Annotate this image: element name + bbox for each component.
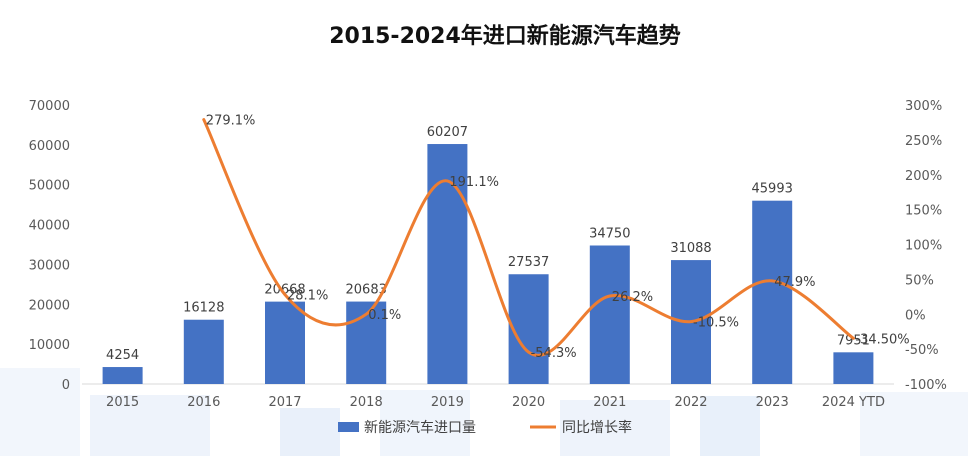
- left-axis-tick-label: 70000: [29, 99, 70, 114]
- right-axis-tick-label: 250%: [905, 134, 942, 149]
- legend: 新能源汽车进口量 同比增长率: [338, 419, 632, 436]
- right-axis-tick-label: 0%: [905, 308, 926, 323]
- legend-label-line: 同比增长率: [562, 419, 632, 436]
- line-data-label: -54.3%: [531, 346, 577, 361]
- left-axis-tick-label: 60000: [29, 139, 70, 154]
- bar: [508, 274, 549, 384]
- growth-rate-line: [202, 118, 855, 357]
- right-axis-ticks: -100% -50% 0% 50% 100% 150% 200% 250% 300%: [905, 99, 947, 393]
- line-data-label: 26.2%: [612, 290, 653, 305]
- bar-data-label: 60207: [427, 125, 468, 140]
- x-axis-tick-label: 2020: [512, 395, 545, 410]
- left-axis-tick-label: 20000: [29, 298, 70, 313]
- x-axis-tick-label: 2017: [268, 395, 301, 410]
- line-data-labels: 279.1% 28.1% 0.1% 191.1% -54.3% 26.2% -10.5% 47…: [206, 114, 910, 362]
- bar-data-label: 31088: [670, 241, 711, 256]
- x-axis-tick-label: 2022: [674, 395, 707, 410]
- x-axis-tick-label: 2018: [350, 395, 383, 410]
- x-axis-tick-label: 2019: [431, 395, 464, 410]
- line-data-label: 191.1%: [449, 175, 499, 190]
- bar: [102, 367, 143, 384]
- line-data-label: 0.1%: [368, 308, 401, 323]
- x-axis-tick-label: 2021: [593, 395, 626, 410]
- right-axis-tick-label: 100%: [905, 239, 942, 254]
- bar-data-label: 7951: [837, 333, 870, 348]
- bar-data-label: 45993: [752, 182, 793, 197]
- bar: [833, 352, 874, 384]
- right-axis-tick-label: 300%: [905, 99, 942, 114]
- bar-data-label: 16128: [183, 301, 224, 316]
- right-axis-tick-label: 150%: [905, 204, 942, 219]
- x-axis-ticks: 2015 2016 2017 2018 2019 2020 2021 2022 2023 2024…: [106, 395, 885, 410]
- line-data-label: 47.9%: [774, 275, 815, 290]
- left-axis-ticks: 0 10000 20000 30000 40000 50000 60000 70000: [29, 99, 70, 393]
- left-axis-tick-label: 40000: [29, 219, 70, 234]
- line-data-label: 28.1%: [287, 289, 328, 304]
- bar: [183, 319, 224, 384]
- right-axis-tick-label: 50%: [905, 273, 934, 288]
- bar: [589, 245, 630, 384]
- left-axis-tick-label: 0: [62, 378, 70, 393]
- bar: [427, 144, 468, 384]
- line-data-label: -10.5%: [693, 316, 739, 331]
- left-axis-tick-label: 10000: [29, 338, 70, 353]
- bar-series: [102, 144, 874, 384]
- right-axis-tick-label: -100%: [905, 378, 947, 393]
- x-axis-tick-label: 2015: [106, 395, 139, 410]
- bar-data-label: 20668: [264, 283, 305, 298]
- bar-data-label: 4254: [106, 348, 139, 363]
- line-data-label: -34.50%: [855, 332, 909, 347]
- chart-title: 2015-2024年进口新能源汽车趋势: [329, 23, 681, 49]
- bar-data-label: 20683: [346, 283, 387, 298]
- x-axis-tick-label: 2016: [187, 395, 220, 410]
- legend-label-bars: 新能源汽车进口量: [364, 419, 476, 436]
- x-axis-tick-label: 2023: [756, 395, 789, 410]
- bar-data-labels: 4254 16128 20668 20683 60207 27537 34750 31088 4…: [106, 125, 870, 363]
- legend-swatch-bars: [338, 422, 359, 432]
- left-axis-tick-label: 30000: [29, 258, 70, 273]
- x-axis-tick-label: 2024 YTD: [822, 395, 885, 410]
- right-axis-tick-label: 200%: [905, 169, 942, 184]
- bar: [752, 200, 793, 384]
- bar-data-label: 34750: [589, 226, 630, 241]
- bar: [265, 301, 305, 384]
- line-data-label: 279.1%: [206, 114, 256, 129]
- left-axis-tick-label: 50000: [29, 179, 70, 194]
- right-axis-tick-label: -50%: [905, 343, 939, 358]
- bar-data-label: 27537: [508, 255, 549, 270]
